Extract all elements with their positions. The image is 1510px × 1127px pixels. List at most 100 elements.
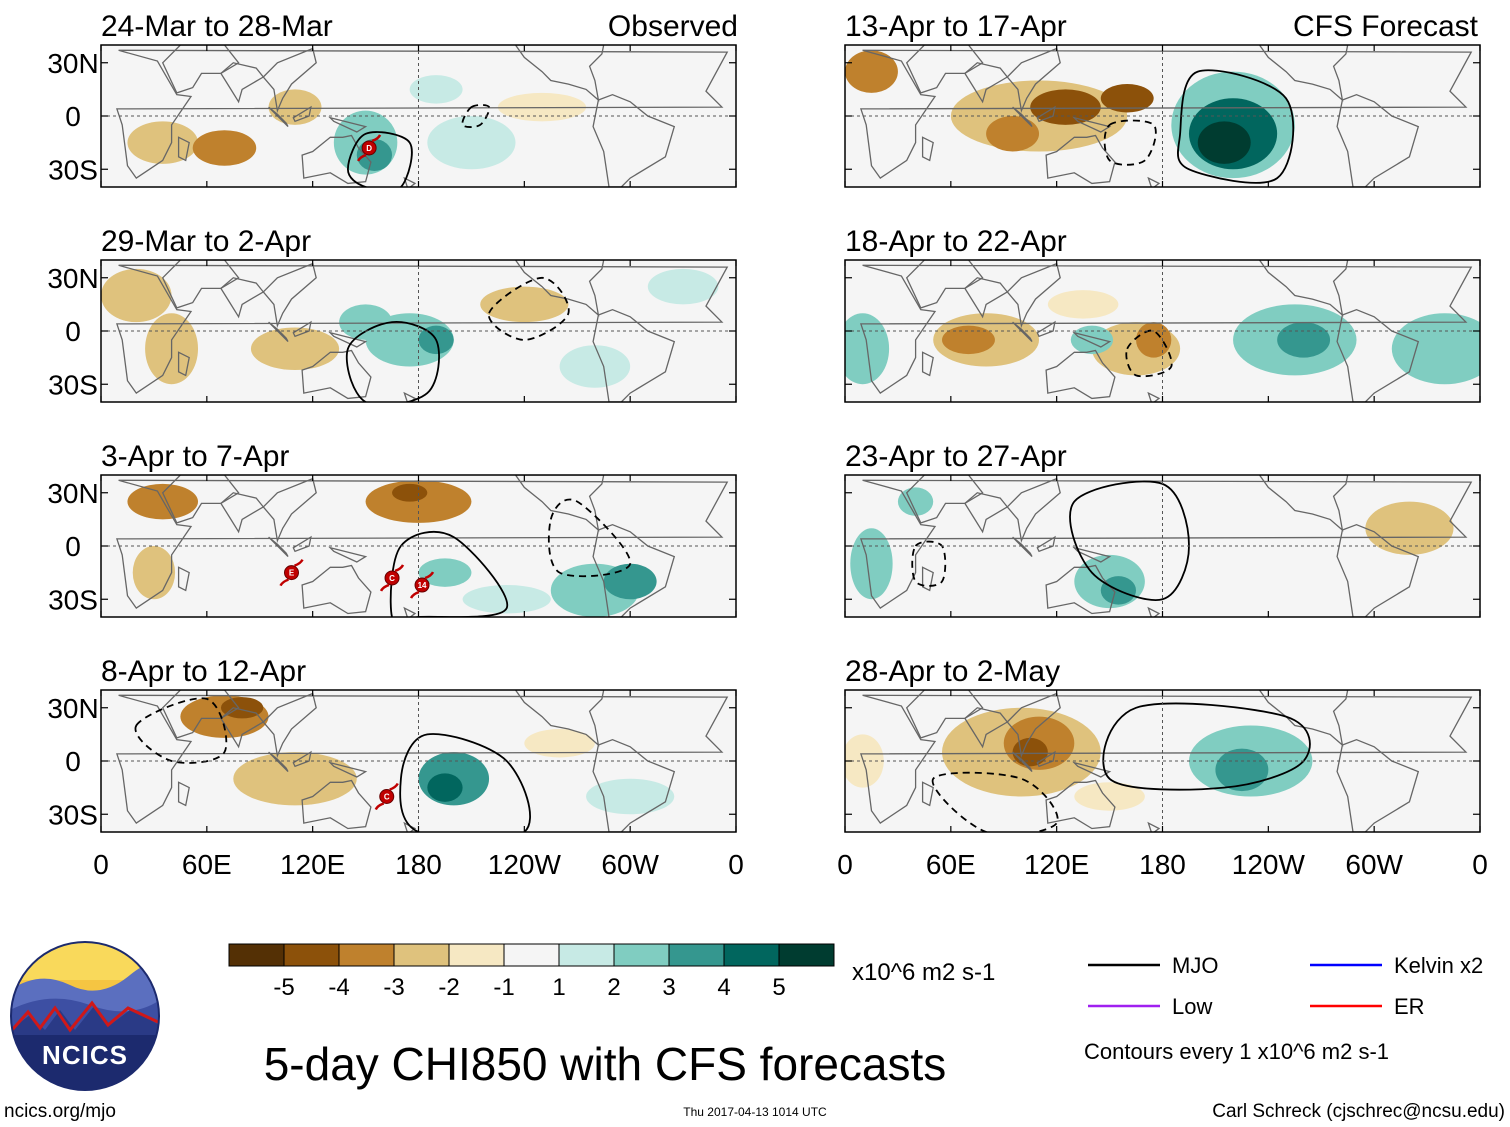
map-panel: D 30N 0 30S 24-Mar to 28-Mar (47, 10, 737, 188)
coastlines (860, 45, 1473, 187)
lon-tick-label: 0 (1472, 849, 1488, 880)
coastline (905, 690, 984, 739)
storm-label: 14 (418, 581, 427, 590)
anomaly-region (942, 325, 995, 355)
coastline (1012, 536, 1033, 558)
lon-tick-label: 120E (280, 849, 345, 880)
mjo-contour (1069, 480, 1190, 601)
legend-label: MJO (1172, 953, 1218, 978)
coastline (1258, 260, 1349, 317)
lat-tick-label: 30S (48, 584, 98, 615)
colorbar-swatch (723, 943, 780, 967)
lat-tick-label: 30N (47, 263, 98, 294)
lon-tick-label: 0 (837, 849, 853, 880)
lon-tick-label: 120W (488, 849, 562, 880)
coastline (268, 536, 289, 558)
anomaly-region (220, 697, 264, 719)
mjo-contour (911, 540, 947, 587)
mjo-contour (399, 733, 531, 832)
coastline (921, 136, 934, 162)
anomaly-region (1215, 748, 1269, 792)
coastline (292, 320, 312, 338)
coastline (514, 45, 605, 102)
contours (345, 276, 570, 402)
coastline (1147, 606, 1161, 617)
coastline (1012, 321, 1033, 343)
anomaly-region (1100, 84, 1154, 113)
coastline (161, 690, 240, 739)
map-panel: E C 14 30N 0 30S 3-Apr to 7-Apr (47, 440, 737, 618)
line-legend: MJO Kelvin x2 Low ER (1088, 953, 1483, 1019)
panel-title: 3-Apr to 7-Apr (101, 440, 289, 473)
colorbar-swatch (778, 943, 835, 967)
lon-tick-label: 60W (601, 849, 659, 880)
anomaly-region (603, 563, 657, 600)
coastline (301, 349, 372, 400)
storm-label: C (384, 793, 390, 802)
anomaly-region (1136, 322, 1172, 358)
coastline (1336, 739, 1420, 832)
coastline (964, 62, 1009, 104)
coastline (301, 779, 372, 830)
lat-tick-label: 30N (47, 48, 98, 79)
coastline (1258, 45, 1349, 102)
coastline (116, 49, 729, 179)
anomaly-region (427, 116, 516, 170)
panel-title: 24-Mar to 28-Mar (101, 10, 333, 43)
anomaly-region (586, 778, 675, 815)
colorbar-swatch (503, 943, 560, 967)
anomaly-region (524, 729, 595, 758)
coastline (592, 524, 676, 617)
contours (389, 498, 632, 617)
anomaly-region (1074, 782, 1145, 811)
coastline (1012, 751, 1033, 773)
coastline (116, 264, 729, 394)
colorbar-label: -3 (383, 974, 404, 1001)
anomaly-region (1047, 290, 1119, 319)
coastline (1036, 105, 1056, 123)
storm-label: C (389, 574, 395, 583)
source-url: ncics.org/mjo (4, 1101, 116, 1122)
mjo-contour (389, 530, 509, 617)
storm-marker: C (379, 564, 405, 592)
ncics-logo: NCICS (10, 941, 160, 1091)
coastline (403, 606, 417, 617)
contours (134, 697, 531, 832)
panel-title: 13-Apr to 17-Apr (845, 10, 1067, 43)
legend-label: Kelvin x2 (1394, 953, 1483, 978)
mjo-contour (1177, 69, 1295, 184)
colorbar-units: x10^6 m2 s-1 (852, 959, 995, 986)
main-title: 5-day CHI850 with CFS forecasts (264, 1038, 947, 1090)
anomaly-region (427, 773, 463, 802)
map-panel: 13-Apr to 17-Apr (844, 10, 1481, 188)
coastline (592, 739, 676, 832)
mjo-contour (488, 276, 570, 341)
anomaly-region (250, 327, 340, 371)
lat-tick-label: 30N (47, 478, 98, 509)
mjo-contour (134, 697, 228, 764)
lon-tick-label: 120W (1232, 849, 1306, 880)
lon-tick-label: 60E (182, 849, 232, 880)
lat-tick-label: 30N (47, 693, 98, 724)
anomaly-region (392, 483, 428, 502)
coastlines (116, 475, 729, 617)
map-panel: 23-Apr to 27-Apr (844, 440, 1481, 618)
coastline (921, 781, 934, 807)
coastline (1072, 331, 1112, 348)
anomaly-region (647, 268, 719, 305)
coastline (964, 707, 1009, 749)
map-panel: 30N 0 30S 29-Mar to 2-Apr (47, 225, 737, 403)
storm-label: D (366, 144, 372, 153)
coastline (1258, 475, 1349, 532)
coastlines (860, 260, 1473, 402)
coastline (177, 781, 190, 807)
map-panel: 28-Apr to 2-May 0 60E 120E 180 120W 60W 0 (837, 655, 1488, 880)
legend-label: ER (1394, 994, 1425, 1019)
mjo-contour (1103, 119, 1157, 166)
lat-tick-label: 30S (48, 799, 98, 830)
coastline (905, 260, 984, 309)
anomaly-region (418, 558, 472, 587)
coastline (905, 475, 984, 524)
coastline (161, 45, 240, 94)
